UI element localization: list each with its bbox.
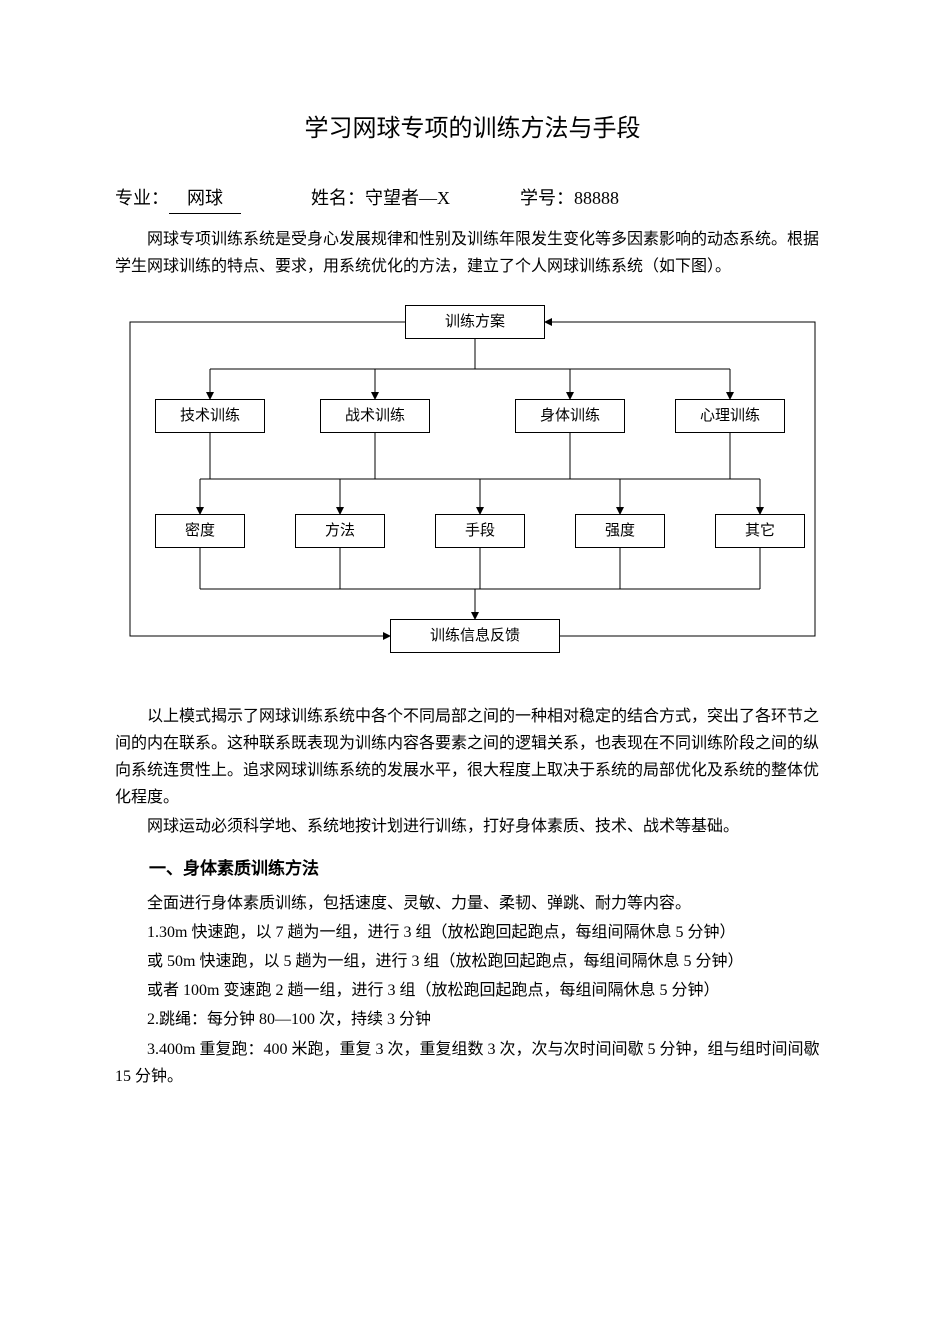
training-system-flowchart: 训练方案技术训练 战术训练 身体训练 心理训练密度 方法 手段 强度 其它训练信息反馈 xyxy=(115,299,835,679)
flowchart-node-method: 方法 xyxy=(295,514,385,548)
section1-intro: 全面进行身体素质训练，包括速度、灵敏、力量、柔韧、弹跳、耐力等内容。 xyxy=(115,890,830,917)
document-title: 学习网球专项的训练方法与手段 xyxy=(115,110,830,148)
meta-major-label: 专业： xyxy=(115,188,169,208)
meta-name-value: 守望者—X xyxy=(365,188,450,208)
meta-major: 专业：网球 xyxy=(115,184,241,214)
meta-id-value: 88888 xyxy=(574,188,619,208)
flowchart-node-mind: 心理训练 xyxy=(675,399,785,433)
section1-item-1: 1.30m 快速跑，以 7 趟为一组，进行 3 组（放松跑回起跑点，每组间隔休息… xyxy=(115,919,830,946)
meta-major-value: 网球 xyxy=(169,184,241,214)
meta-name: 姓名：守望者—X xyxy=(311,184,450,214)
section-1-heading: 一、身体素质训练方法 xyxy=(115,855,830,882)
meta-row: 专业：网球 姓名：守望者—X 学号：88888 xyxy=(115,184,830,214)
section1-item-3: 或者 100m 变速跑 2 趟一组，进行 3 组（放松跑回起跑点，每组间隔休息 … xyxy=(115,977,830,1004)
flowchart-node-other: 其它 xyxy=(715,514,805,548)
intro-paragraph: 网球专项训练系统是受身心发展规律和性别及训练年限发生变化等多因素影响的动态系统。… xyxy=(115,226,830,280)
section1-item-5: 3.400m 重复跑：400 米跑，重复 3 次，重复组数 3 次，次与次时间间… xyxy=(115,1036,830,1090)
meta-name-label: 姓名： xyxy=(311,188,365,208)
after-chart-p1: 以上模式揭示了网球训练系统中各个不同局部之间的一种相对稳定的结合方式，突出了各环… xyxy=(115,703,830,812)
flowchart-node-intensity: 强度 xyxy=(575,514,665,548)
meta-id: 学号：88888 xyxy=(520,184,619,214)
flowchart-node-tactic: 战术训练 xyxy=(320,399,430,433)
meta-id-label: 学号： xyxy=(520,188,574,208)
after-chart-p2: 网球运动必须科学地、系统地按计划进行训练，打好身体素质、技术、战术等基础。 xyxy=(115,813,830,840)
flowchart-node-feedback: 训练信息反馈 xyxy=(390,619,560,653)
flowchart-node-plan: 训练方案 xyxy=(405,305,545,339)
section1-item-4: 2.跳绳：每分钟 80—100 次，持续 3 分钟 xyxy=(115,1006,830,1033)
flowchart-node-tech: 技术训练 xyxy=(155,399,265,433)
flowchart-node-density: 密度 xyxy=(155,514,245,548)
flowchart-node-body: 身体训练 xyxy=(515,399,625,433)
flowchart-node-means: 手段 xyxy=(435,514,525,548)
section1-item-2: 或 50m 快速跑，以 5 趟为一组，进行 3 组（放松跑回起跑点，每组间隔休息… xyxy=(115,948,830,975)
